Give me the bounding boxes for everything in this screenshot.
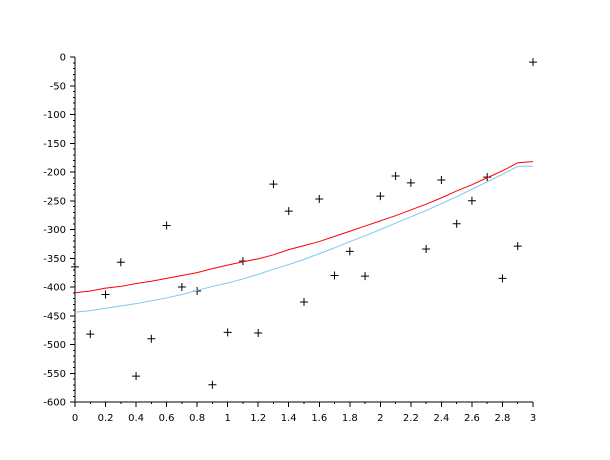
x-tick-label: 0 — [72, 413, 78, 424]
data-point — [269, 180, 278, 189]
data-point — [71, 262, 79, 271]
x-tick-label: 0.4 — [128, 413, 144, 424]
data-point — [422, 245, 431, 254]
x-tick-label: 2.8 — [495, 413, 511, 424]
x-tick-label: 2.6 — [464, 413, 480, 424]
y-tick-label: -350 — [43, 254, 66, 265]
data-point — [437, 176, 446, 185]
plot-area — [71, 58, 537, 389]
y-tick-label: -500 — [43, 340, 66, 351]
series-line-2 — [74, 165, 533, 313]
x-tick-label: 2.2 — [403, 413, 419, 424]
y-tick-label: -150 — [43, 139, 66, 150]
data-point — [330, 271, 339, 280]
scatter-series — [71, 58, 537, 389]
x-tick-label: 1.4 — [281, 413, 297, 424]
y-tick-label: -400 — [43, 283, 66, 294]
y-tick-label: -200 — [43, 168, 66, 179]
data-point — [177, 283, 186, 291]
data-point — [467, 196, 476, 205]
series-line-1 — [74, 161, 534, 294]
data-point — [254, 329, 263, 337]
data-point — [483, 173, 492, 182]
x-tick-label: 0.8 — [189, 413, 205, 424]
x-tick-label: 2.4 — [433, 413, 449, 424]
data-point — [345, 247, 354, 256]
data-point — [162, 221, 171, 230]
data-point — [284, 207, 293, 216]
data-point — [513, 242, 522, 251]
y-tick-label: -300 — [43, 225, 66, 236]
y-tick-label: -450 — [43, 311, 66, 322]
x-tick-label: 3 — [530, 413, 536, 424]
data-point — [406, 178, 415, 187]
data-point — [376, 192, 385, 201]
data-point — [86, 330, 95, 339]
x-tick-label: 0.2 — [98, 413, 114, 424]
y-tick-label: -250 — [43, 196, 66, 207]
y-tick-label: 0 — [60, 53, 66, 64]
x-tick-label: 1.6 — [311, 413, 327, 424]
y-tick-label: -100 — [43, 110, 66, 121]
data-point — [529, 58, 537, 67]
y-tick-label: -50 — [50, 81, 66, 92]
data-point — [132, 372, 141, 381]
y-axis: 0 -50 -100 -150 -200 -250 -300 -350 -400 -450 -500… — [43, 53, 76, 409]
x-axis: 0 0.2 0.4 0.6 0.8 1 1.2 1.4 1.6 1.8 2 2.2 2.4 2.6 2.8 3 — [72, 401, 536, 424]
data-point — [116, 258, 125, 267]
data-point — [361, 272, 370, 281]
data-point — [147, 334, 156, 343]
x-tick-label: 1 — [224, 413, 230, 424]
data-point — [208, 380, 217, 389]
x-tick-label: 1.8 — [342, 413, 358, 424]
data-point — [452, 219, 461, 228]
data-point — [391, 172, 400, 181]
y-tick-label: -550 — [43, 369, 66, 380]
x-tick-label: 0.6 — [159, 413, 175, 424]
data-point — [300, 297, 308, 306]
data-point — [223, 328, 232, 337]
data-point — [498, 274, 507, 283]
data-point — [101, 290, 110, 299]
y-tick-label: -600 — [43, 398, 66, 409]
x-tick-label: 1.2 — [250, 413, 266, 424]
data-point — [315, 195, 324, 204]
x-tick-label: 2 — [377, 413, 383, 424]
